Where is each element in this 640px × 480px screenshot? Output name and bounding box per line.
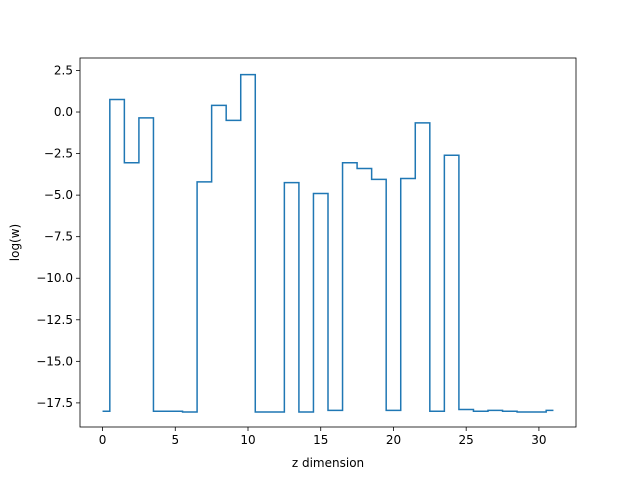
x-tick-label: 10 <box>240 433 255 447</box>
y-tick-label: −15.0 <box>36 354 73 368</box>
x-tick-label: 15 <box>313 433 328 447</box>
y-tick-label: 0.0 <box>54 105 73 119</box>
y-tick-label: −7.5 <box>44 230 73 244</box>
y-tick-label: −10.0 <box>36 271 73 285</box>
y-axis-label: log(w) <box>8 224 22 261</box>
y-tick-label: −17.5 <box>36 396 73 410</box>
x-tick-label: 20 <box>386 433 401 447</box>
y-axis-ticks: 2.5 0.0 −2.5 −5.0 −7.5 −10.0 −12.5 −15.0 −17.5 <box>36 63 80 410</box>
x-tick-label: 0 <box>99 433 107 447</box>
x-tick-label: 5 <box>171 433 179 447</box>
y-tick-label: −5.0 <box>44 188 73 202</box>
x-tick-label: 30 <box>531 433 546 447</box>
x-axis-ticks: 0 5 10 15 20 25 30 <box>99 427 547 447</box>
plot-frame <box>79 57 577 428</box>
y-tick-label: −12.5 <box>36 313 73 327</box>
series-line <box>102 73 554 413</box>
x-axis-label: z dimension <box>292 456 364 470</box>
x-tick-label: 25 <box>459 433 474 447</box>
y-tick-label: −2.5 <box>44 147 73 161</box>
y-tick-label: 2.5 <box>54 63 73 77</box>
